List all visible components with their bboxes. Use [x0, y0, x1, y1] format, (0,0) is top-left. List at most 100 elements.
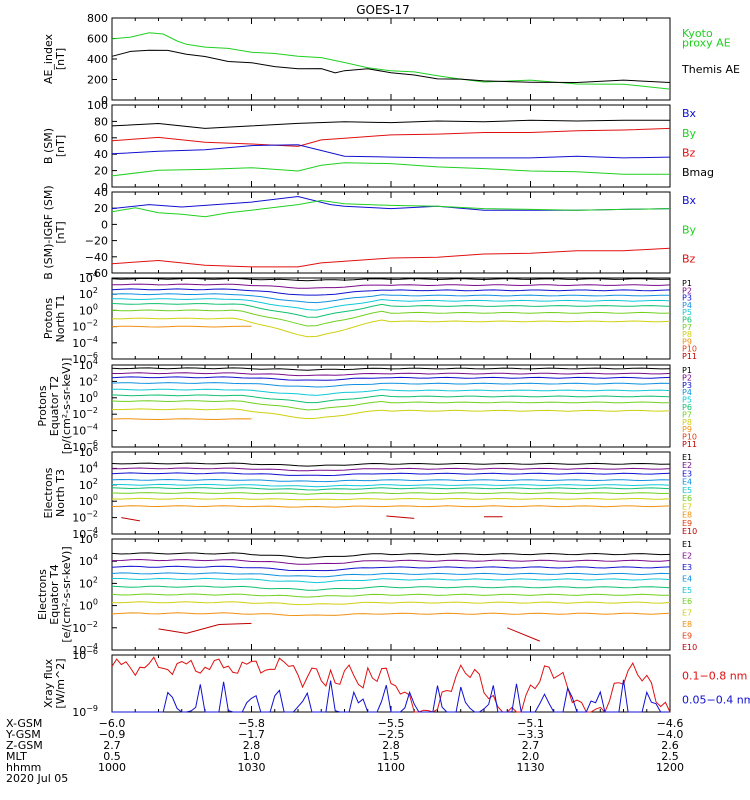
y-tick-label: 10−6	[72, 351, 98, 366]
legend-entry: 0.05−0.4 nm	[682, 693, 750, 706]
panel-ee: 10−4 10−2 100 102 104 106 Electrons Equator T4[…	[36, 531, 697, 657]
y-tick-label: 102	[79, 575, 98, 590]
ephemeris-value: 2.8	[243, 739, 261, 752]
channel-line	[111, 277, 671, 282]
channel-line	[112, 388, 671, 396]
channel-line	[111, 418, 252, 421]
channel-label: P2	[682, 286, 692, 295]
series-line	[111, 199, 671, 218]
y-tick-label: 0	[101, 181, 108, 194]
channel-line	[111, 472, 671, 477]
ephemeris-value: −5.1	[517, 717, 544, 730]
channel-line	[111, 298, 671, 311]
channel-label: P9	[682, 337, 692, 346]
y-tick-label: 40	[94, 186, 108, 199]
ephemeris-value: −6.0	[99, 717, 126, 730]
ephemeris-row-label: Y-GSM	[5, 728, 41, 741]
channel-line	[111, 487, 671, 491]
y-axis-label: B (SM)	[42, 128, 55, 164]
ephemeris-value: 2.5	[661, 750, 679, 763]
panel-frame	[111, 17, 671, 101]
panel-bsm: 0 20 40 60 80 100 B (SM) [nT] Bx By Bz Bmag	[42, 99, 714, 194]
y-tick-label: 10−4	[72, 642, 98, 657]
ephemeris-value: 1100	[377, 761, 405, 774]
ephemeris-row-label: Z-GSM	[6, 739, 43, 752]
y-tick-label: 104	[79, 270, 98, 285]
legend-entry: proxy AE	[682, 37, 731, 50]
y-tick-label: 100	[79, 302, 98, 317]
y-tick-label: 100	[79, 598, 98, 613]
channel-label: E3	[682, 469, 692, 478]
ephemeris-value: 1.0	[243, 750, 261, 763]
ephemeris-value: −3.3	[517, 728, 544, 741]
xray-long-line	[111, 656, 671, 713]
channel-label: P1	[682, 366, 692, 375]
channel-label: E5	[682, 586, 692, 595]
series-line	[111, 32, 671, 90]
channel-segment	[121, 517, 140, 522]
y-axis-label: Electrons	[42, 467, 55, 518]
y-tick-label: 10−4	[72, 335, 98, 350]
channel-label: E7	[682, 609, 692, 618]
channel-label: E6	[682, 597, 692, 606]
channel-line	[111, 400, 671, 411]
channel-label: E1	[682, 453, 692, 462]
channel-label: P11	[682, 440, 697, 449]
y-tick-label: 10−2	[72, 406, 98, 421]
channel-label: P5	[682, 396, 692, 405]
y-tick-label: −40	[85, 251, 108, 264]
ephemeris-value: 0.5	[103, 750, 121, 763]
channel-line	[111, 565, 671, 572]
channel-label: P11	[682, 352, 697, 361]
channel-label: P6	[682, 403, 692, 412]
legend-entry: By	[682, 127, 697, 140]
y-axis-label: [nT]	[54, 221, 67, 243]
channel-label: E10	[682, 527, 697, 536]
ephemeris-value: −0.9	[99, 728, 126, 741]
ephemeris-value: −4.6	[657, 717, 684, 730]
ephemeris-value: −5.5	[378, 717, 405, 730]
ephemeris-value: 2.8	[382, 739, 400, 752]
y-axis-label: AE_index	[42, 33, 55, 84]
y-tick-label: 104	[79, 357, 98, 372]
channel-label: P3	[682, 381, 692, 390]
y-tick-label: 10−2	[72, 620, 98, 635]
channel-label: P7	[682, 410, 692, 419]
y-tick-label: 800	[87, 12, 108, 25]
channel-label: E10	[682, 643, 697, 652]
y-tick-label: 20	[94, 165, 108, 178]
y-tick-label: 10−6	[72, 439, 98, 454]
channel-label: P10	[682, 433, 697, 442]
y-tick-label: 10−2	[72, 510, 98, 525]
channel-label: E4	[682, 478, 692, 487]
ephemeris-value: −1.7	[238, 728, 265, 741]
y-tick-label: 102	[79, 286, 98, 301]
y-axis-label: [nT]	[54, 48, 67, 70]
y-tick-label: 0	[101, 94, 108, 107]
channel-label: P6	[682, 316, 692, 325]
panel-frame	[111, 104, 671, 188]
channel-segment	[386, 515, 415, 519]
channel-line	[111, 572, 671, 578]
panel-xray: 10−9 10−6 Xray flux [W/m^2] 0.1−0.8 nm 0.05−0…	[42, 647, 750, 719]
legend-entry: Bmag	[682, 166, 714, 179]
channel-line	[111, 505, 671, 508]
y-tick-label: 10−4	[72, 526, 98, 541]
channel-line	[111, 408, 671, 420]
ephemeris-row-label: MLT	[6, 750, 27, 763]
y-tick-label: 200	[87, 74, 108, 87]
y-axis-label: B (SM)-IGRF (SM)	[42, 185, 55, 279]
channel-label: E8	[682, 511, 692, 520]
ephemeris-value: −2.5	[378, 728, 405, 741]
channel-line	[112, 283, 671, 289]
panel-frame	[111, 191, 671, 274]
ephemeris-value: 2.0	[522, 750, 540, 763]
channel-line	[111, 325, 252, 328]
y-tick-label: 104	[79, 460, 98, 475]
channel-line	[112, 467, 671, 472]
channel-label: E3	[682, 563, 692, 572]
ephemeris-value: −4.0	[657, 728, 684, 741]
